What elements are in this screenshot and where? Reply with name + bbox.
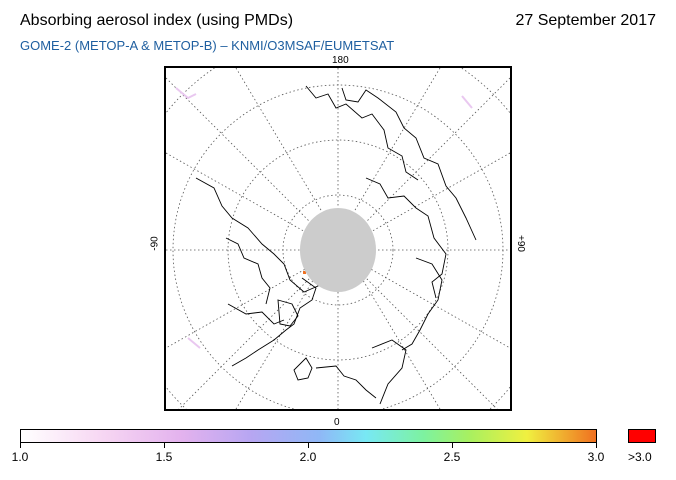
- coastline-greenland: [401, 257, 443, 351]
- coastline-iceland: [293, 357, 313, 381]
- meridian: [178, 77, 510, 409]
- colorbar-over-swatch: [628, 429, 656, 443]
- no-data-polar-cap: [300, 208, 376, 292]
- longitude-label-right: +90: [514, 235, 526, 252]
- colorbar-tick: [164, 443, 165, 448]
- colorbar-tick-label: 2.5: [443, 450, 461, 464]
- coastline-alaska: [341, 87, 477, 241]
- colorbar-tick-label: 1.0: [11, 450, 29, 464]
- polar-map-svg: [166, 68, 510, 409]
- coastline-canada: [365, 177, 447, 299]
- colorbar-tick-label: 3.0: [587, 450, 605, 464]
- meridian: [166, 77, 498, 409]
- colorbar-tick: [452, 443, 453, 448]
- aerosol-traces: [175, 87, 473, 349]
- coastline-scandinavia: [227, 303, 285, 325]
- colorbar-tick-label: 1.5: [155, 450, 173, 464]
- colorbar-over-label: >3.0: [628, 450, 652, 464]
- aerosol-hotspot: [303, 271, 306, 274]
- coastline-taymyr: [225, 237, 271, 305]
- coastline-east-siberia: [305, 85, 419, 181]
- coastline-iceland-region: [315, 365, 377, 399]
- map-title: Absorbing aerosol index (using PMDs): [20, 12, 294, 29]
- coastline-siberia: [195, 177, 319, 293]
- coastlines: [195, 85, 477, 405]
- colorbar-tick: [596, 443, 597, 448]
- map-subtitle: GOME-2 (METOP-A & METOP-B) – KNMI/O3MSAF…: [20, 38, 395, 53]
- colorbar-tick: [20, 443, 21, 448]
- aerosol-trace: [461, 95, 473, 109]
- longitude-label-top: 180: [332, 55, 349, 66]
- polar-map: [164, 66, 512, 411]
- coastline-svalbard: [277, 299, 299, 327]
- colorbar-tick-label: 2.0: [299, 450, 317, 464]
- aerosol-trace: [187, 337, 201, 349]
- colorbar: [20, 429, 597, 443]
- coastline-labrador: [371, 339, 407, 405]
- graticule: [166, 68, 510, 409]
- longitude-label-bottom: 0: [334, 417, 340, 428]
- colorbar-tick: [308, 443, 309, 448]
- map-date: 27 September 2017: [515, 12, 656, 29]
- coastline-norway: [231, 277, 317, 367]
- longitude-label-left: -90: [149, 236, 161, 251]
- aerosol-trace: [175, 87, 197, 100]
